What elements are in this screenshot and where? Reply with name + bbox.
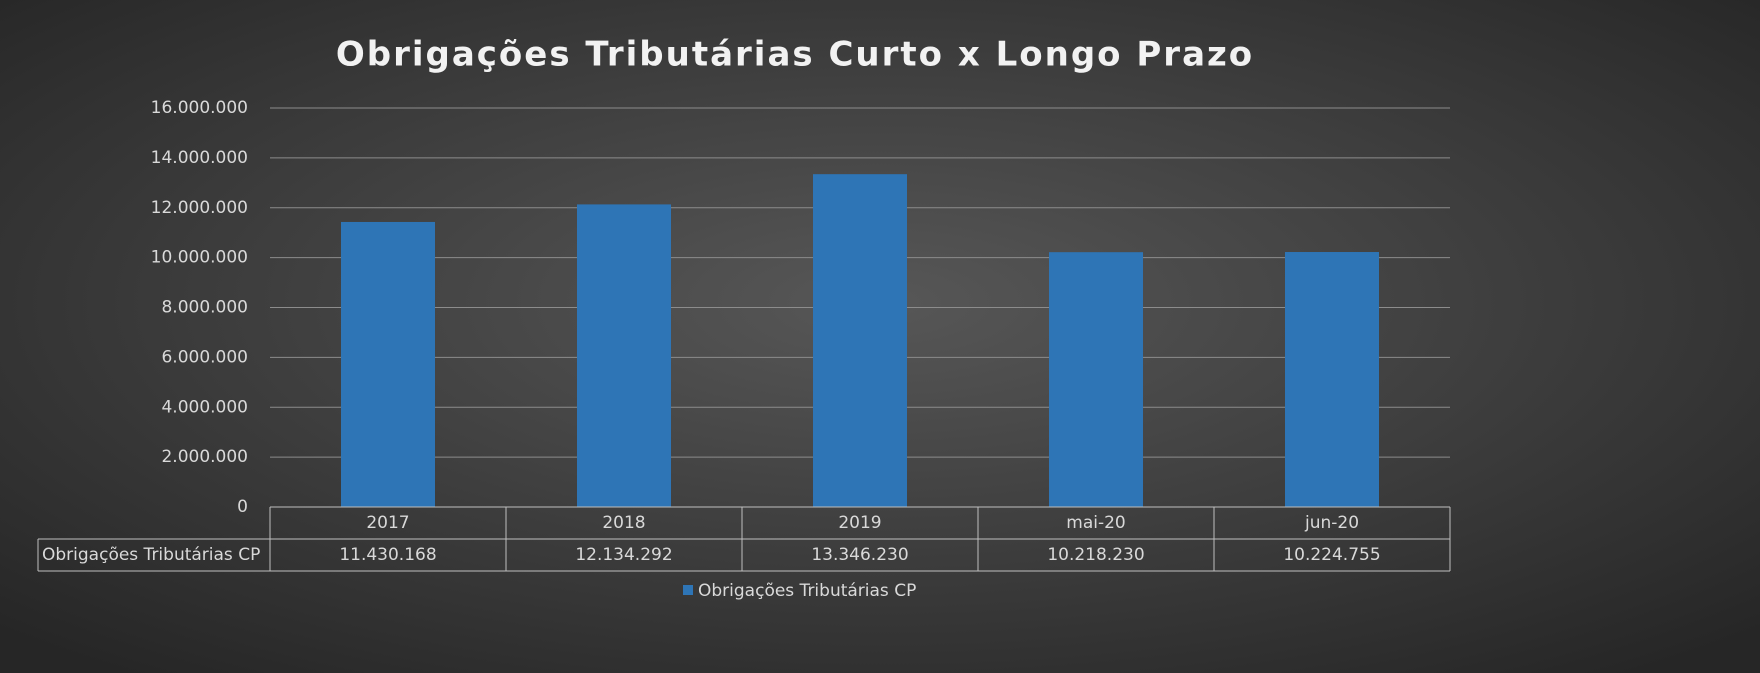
y-tick-label: 0	[237, 497, 248, 517]
x-tick-label: mai-20	[1066, 513, 1125, 533]
y-tick-label: 2.000.000	[161, 447, 248, 467]
bar	[813, 174, 907, 507]
legend-swatch	[683, 585, 693, 595]
data-label: 11.430.168	[339, 545, 436, 565]
x-tick-label: 2019	[838, 513, 881, 533]
data-label: 10.224.755	[1283, 545, 1380, 565]
y-tick-label: 4.000.000	[161, 397, 248, 417]
data-label: 10.218.230	[1047, 545, 1144, 565]
data-label: 13.346.230	[811, 545, 908, 565]
y-tick-label: 12.000.000	[151, 198, 248, 218]
bar	[1285, 252, 1379, 507]
bar	[341, 221, 435, 507]
bar	[577, 204, 671, 507]
x-tick-label: 2018	[602, 513, 645, 533]
y-tick-label: 6.000.000	[161, 347, 248, 367]
x-tick-label: jun-20	[1304, 513, 1359, 533]
y-tick-label: 10.000.000	[151, 248, 248, 268]
x-tick-label: 2017	[366, 513, 409, 533]
chart-title: Obrigações Tributárias Curto x Longo Pra…	[336, 35, 1254, 75]
bar	[1049, 252, 1143, 507]
table-series-name: Obrigações Tributárias CP	[42, 545, 260, 565]
y-tick-label: 8.000.000	[161, 298, 248, 318]
y-tick-label: 14.000.000	[151, 148, 248, 168]
y-tick-label: 16.000.000	[151, 98, 248, 118]
legend-label: Obrigações Tributárias CP	[698, 581, 916, 601]
data-label: 12.134.292	[575, 545, 672, 565]
